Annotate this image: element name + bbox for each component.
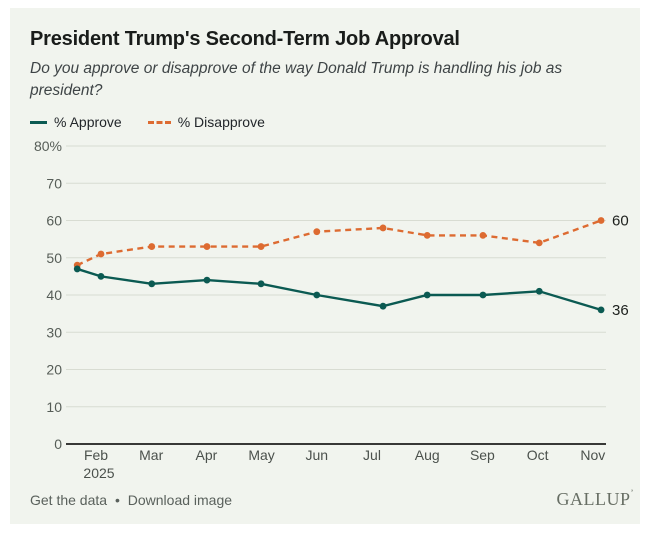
- approve-line-swatch-icon: [30, 120, 47, 124]
- y-tick-label: 50: [46, 250, 62, 266]
- legend-item-disapprove[interactable]: % Disapprove: [147, 114, 265, 131]
- disapprove-data-point[interactable]: [423, 232, 431, 240]
- approve-data-point[interactable]: [535, 288, 543, 296]
- disapprove-end-value-label: 60: [612, 213, 629, 230]
- legend-item-approve[interactable]: % Approve: [30, 114, 122, 130]
- disapprove-line: [76, 219, 602, 267]
- y-tick-label: 20: [46, 362, 62, 378]
- x-tick-label: May: [248, 447, 274, 463]
- y-tick-label: 70: [46, 176, 62, 192]
- chart-subtitle: Do you approve or disapprove of the way …: [30, 60, 563, 99]
- x-tick-label: Nov: [580, 447, 605, 463]
- chart-card: President Trump's Second-Term Job Approv…: [10, 8, 640, 524]
- chart-footer: Get the data • Download image GALLUP’: [30, 489, 634, 510]
- disapprove-data-point[interactable]: [379, 224, 387, 232]
- chart-legend: % Approve % Disapprove: [30, 114, 640, 130]
- disapprove-data-point[interactable]: [148, 243, 156, 251]
- disapprove-data-point[interactable]: [535, 239, 543, 247]
- x-tick-label: Oct: [527, 447, 549, 463]
- x-tick-label: Aug: [415, 447, 440, 463]
- y-tick-label: 0: [54, 436, 62, 452]
- approve-data-point[interactable]: [97, 273, 105, 281]
- approve-data-point[interactable]: [423, 291, 431, 299]
- approve-data-point[interactable]: [203, 277, 211, 284]
- disapprove-data-point[interactable]: [97, 251, 105, 258]
- approve-end-value-label: 36: [612, 302, 629, 319]
- gallup-logo: GALLUP’: [556, 488, 634, 510]
- disapprove-line-swatch-icon: [147, 120, 171, 124]
- disapprove-data-point[interactable]: [313, 228, 321, 236]
- footer-links: Get the data • Download image: [30, 492, 232, 508]
- x-tick-label: Feb: [84, 447, 108, 463]
- approve-series: [73, 265, 605, 314]
- approve-data-point[interactable]: [379, 303, 387, 310]
- download-image-link[interactable]: Download image: [127, 492, 233, 509]
- approve-line: [76, 268, 602, 312]
- approve-data-point[interactable]: [148, 280, 156, 288]
- disapprove-data-point[interactable]: [203, 243, 211, 251]
- disapprove-data-point[interactable]: [479, 232, 487, 240]
- y-tick-label: 10: [46, 399, 62, 415]
- approve-data-point[interactable]: [257, 280, 265, 288]
- gallup-trademark-icon: ’: [630, 488, 634, 499]
- y-tick-label: 30: [46, 325, 62, 341]
- x-tick-label: Jun: [306, 447, 329, 463]
- disapprove-data-point[interactable]: [257, 243, 265, 251]
- disapprove-series: [73, 217, 605, 269]
- page-title: President Trump's Second-Term Job Approv…: [30, 28, 460, 50]
- y-tick-label: 60: [46, 213, 62, 229]
- approve-data-point[interactable]: [313, 291, 321, 299]
- get-the-data-link[interactable]: Get the data: [30, 492, 108, 509]
- approve-data-point[interactable]: [597, 306, 605, 314]
- disapprove-data-point[interactable]: [597, 217, 605, 225]
- y-tick-label: 80%: [34, 138, 62, 154]
- approve-data-point[interactable]: [479, 291, 487, 299]
- legend-label-approve: % Approve: [54, 114, 122, 131]
- x-tick-label: Apr: [196, 447, 218, 463]
- y-tick-label: 40: [46, 287, 62, 303]
- x-tick-label: Mar: [139, 447, 163, 463]
- x-tick-label: Jul: [363, 447, 381, 463]
- x-tick-label: Sep: [470, 447, 495, 463]
- legend-label-disapprove: % Disapprove: [177, 114, 265, 131]
- approval-trend-chart: 0 10 20 30 40 50 60 70 80% Feb Mar Apr May Jun Jul Aug S…: [34, 138, 629, 481]
- x-axis-year-label: 2025: [83, 465, 114, 481]
- approve-data-point[interactable]: [73, 265, 81, 273]
- footer-separator: •: [114, 492, 120, 509]
